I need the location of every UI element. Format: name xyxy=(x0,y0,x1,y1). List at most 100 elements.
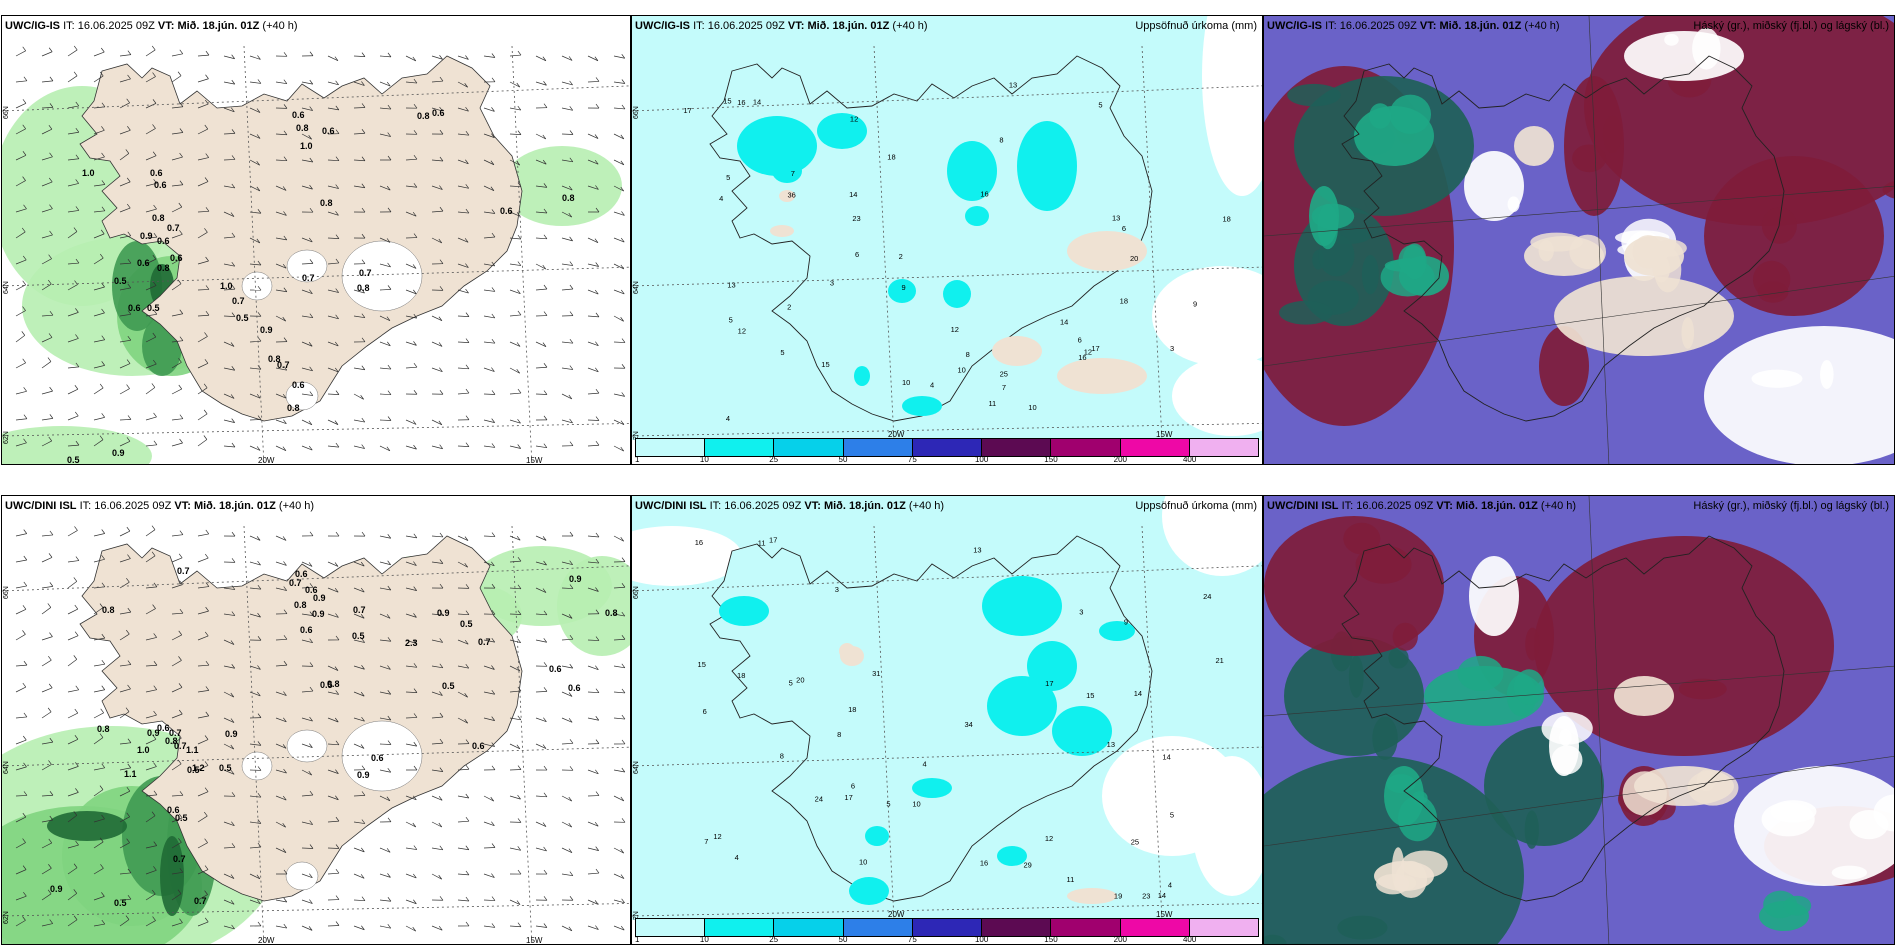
wind-barb xyxy=(535,445,547,449)
wind-barb xyxy=(561,263,573,266)
wind-barb xyxy=(535,185,547,188)
wind-barb xyxy=(41,258,52,265)
wind-barb-flag xyxy=(569,365,574,370)
wind-barb xyxy=(197,690,209,693)
wind-barb-flag xyxy=(127,126,131,131)
wind-barb xyxy=(353,847,365,853)
wind-barb-flag xyxy=(126,577,130,583)
wind-barb-flag xyxy=(179,309,184,314)
wind-barb xyxy=(457,133,469,136)
wind-barb xyxy=(457,211,469,214)
wind-barb xyxy=(171,53,183,57)
wind-barb xyxy=(67,530,78,537)
precip-area xyxy=(902,396,942,416)
wind-barb-flag xyxy=(412,264,417,269)
wind-barb xyxy=(535,366,547,369)
wind-barb xyxy=(379,847,391,853)
wind-barb-flag xyxy=(230,692,235,698)
wind-barb-flag xyxy=(127,684,131,690)
wind-barb xyxy=(301,107,313,111)
wind-barb xyxy=(405,821,416,828)
wind-barb xyxy=(327,587,339,593)
wind-barb xyxy=(223,587,235,590)
wind-barb xyxy=(275,185,287,191)
wind-barb-flag xyxy=(620,186,625,192)
wind-barb-flag xyxy=(99,71,104,77)
wind-value: 0.7 xyxy=(232,296,245,306)
lat-label: 62N xyxy=(633,911,640,920)
wind-barb xyxy=(587,419,600,421)
wind-barb-flag xyxy=(465,55,469,60)
precip-value: 10 xyxy=(912,799,920,808)
wind-barb-flag xyxy=(204,838,208,843)
wind-barb xyxy=(15,739,27,745)
wind-barb xyxy=(197,715,209,719)
wind-barb-flag xyxy=(231,442,236,448)
wind-barb-flag xyxy=(595,312,600,318)
wind-barb xyxy=(379,665,391,670)
wind-barb xyxy=(249,665,261,670)
wind-barb xyxy=(483,341,495,344)
wind-barb-flag xyxy=(99,383,104,389)
wind-barb xyxy=(353,159,365,162)
wind-barb-flag xyxy=(48,279,52,285)
wind-value: 0.8 xyxy=(268,354,281,364)
precip-value: 14 xyxy=(849,190,857,199)
wind-barb xyxy=(561,638,573,641)
wind-barb xyxy=(197,210,210,213)
wind-barb-flag xyxy=(100,47,105,53)
wind-barb-flag xyxy=(151,889,156,895)
legend-tick: 100 xyxy=(974,935,989,944)
wind-barb-flag xyxy=(465,896,470,902)
wind-barb xyxy=(613,263,624,270)
wind-barb-flag xyxy=(309,638,313,643)
wind-barb xyxy=(275,587,287,591)
wind-barb-flag xyxy=(413,341,417,346)
wind-barb-flag xyxy=(620,420,625,425)
wind-barb-flag xyxy=(257,260,262,266)
wind-barb xyxy=(41,208,53,213)
wind-barb xyxy=(509,925,521,928)
wind-barb-flag xyxy=(517,794,521,800)
wind-barb-flag xyxy=(595,769,599,774)
wind-barb-flag xyxy=(465,765,470,770)
wind-barb xyxy=(93,841,104,849)
wind-barb-flag xyxy=(621,392,626,397)
precip-value: 5 xyxy=(886,799,890,808)
precip-area xyxy=(912,778,952,798)
wind-barb-flag xyxy=(439,129,444,135)
wind-barb xyxy=(431,341,443,347)
wind-barb-flag xyxy=(308,237,313,243)
wind-barb-flag xyxy=(179,868,184,873)
panel-title: UWC/IG-IS IT: 16.06.2025 09Z VT: Mið. 18… xyxy=(635,20,928,32)
wind-barb-flag xyxy=(230,640,235,645)
precip-value: 4 xyxy=(726,414,730,423)
wind-barb xyxy=(509,211,521,217)
precip-value: 10 xyxy=(957,365,965,374)
wind-barb-flag xyxy=(49,582,54,587)
wind-barb xyxy=(93,339,105,343)
wind-barb xyxy=(197,336,208,343)
wind-barb xyxy=(41,361,52,369)
wind-barb-flag xyxy=(282,316,287,322)
precip-value: 16 xyxy=(695,538,703,547)
wind-barb xyxy=(405,925,416,932)
wind-barb-flag xyxy=(309,289,313,294)
wind-barb-flag xyxy=(568,926,573,931)
wind-barb xyxy=(301,743,313,748)
wind-barb xyxy=(119,919,130,927)
wind-value: 0.5 xyxy=(236,313,249,323)
precip-value: 21 xyxy=(1215,656,1223,665)
wind-barb-flag xyxy=(126,203,131,209)
wind-barb-flag xyxy=(257,312,262,317)
wind-barb xyxy=(379,639,391,642)
wind-barb xyxy=(301,341,313,347)
wind-barb xyxy=(483,873,495,878)
wind-barb-flag xyxy=(439,106,443,112)
wind-barb xyxy=(197,557,209,563)
wind-barb xyxy=(353,587,365,593)
wind-barb-flag xyxy=(283,235,288,241)
wind-barb xyxy=(67,560,79,563)
wind-barb xyxy=(483,743,495,747)
